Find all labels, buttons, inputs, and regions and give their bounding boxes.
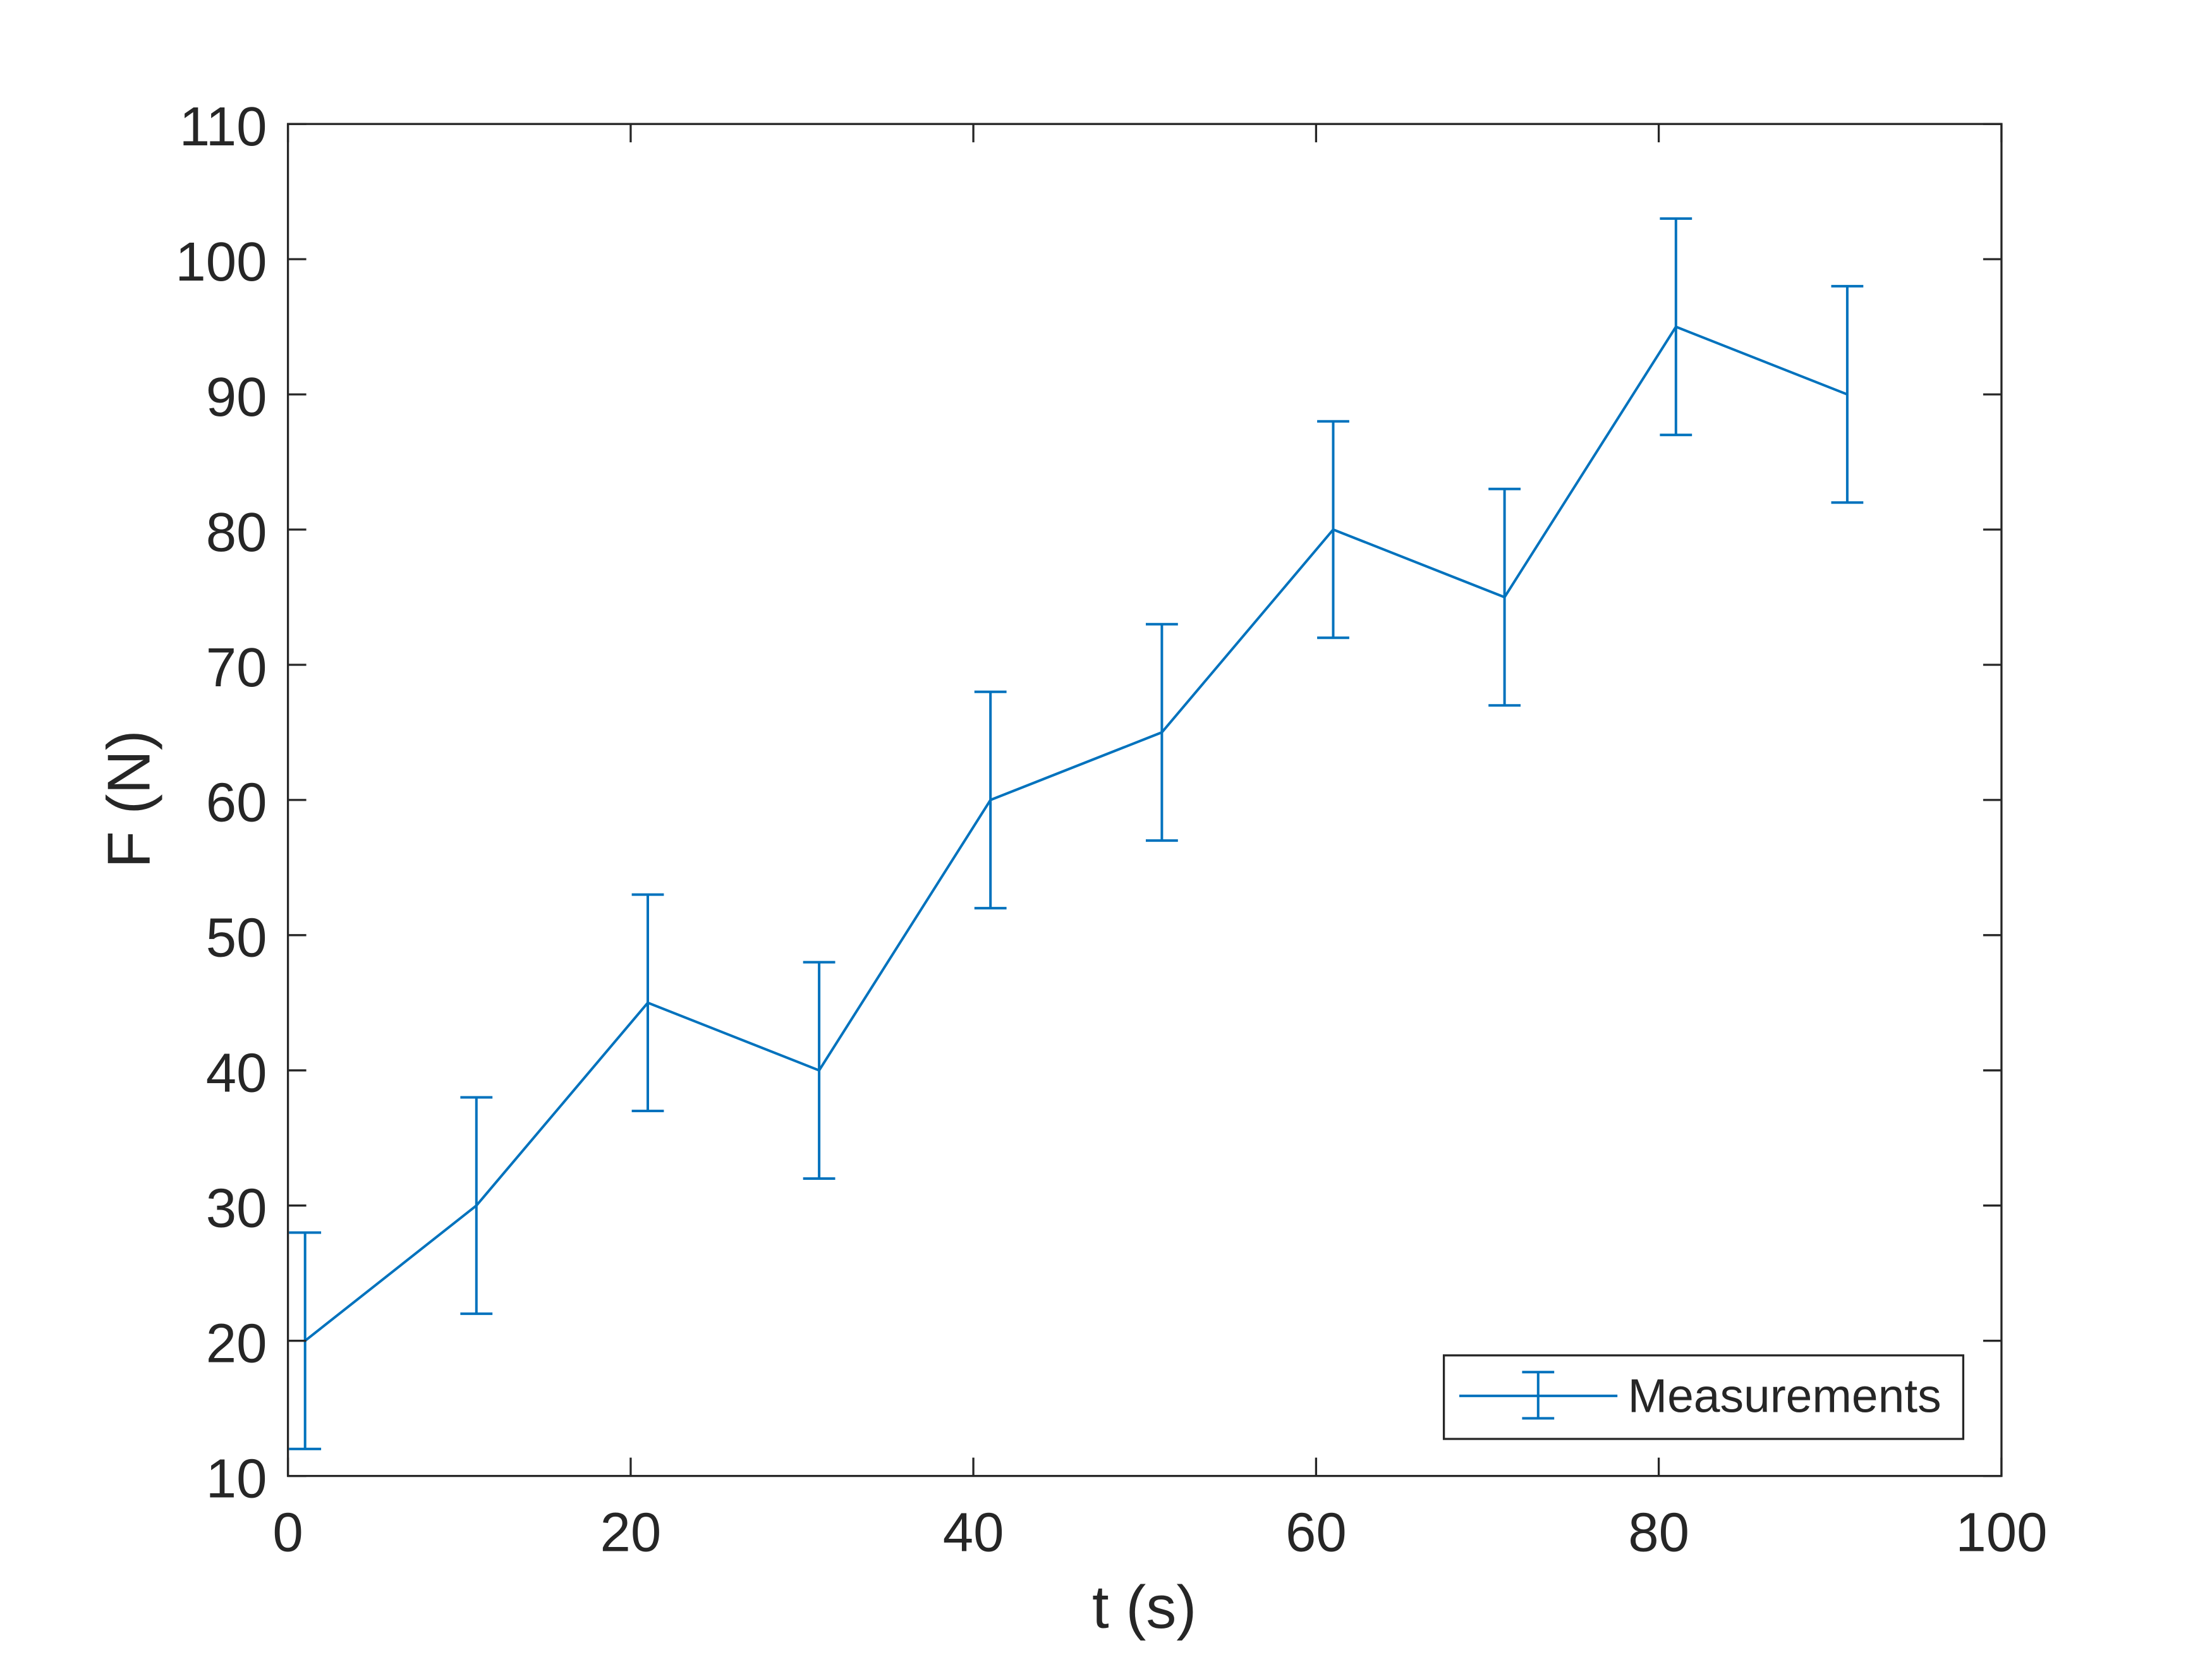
svg-text:60: 60: [206, 772, 267, 834]
svg-text:10: 10: [206, 1448, 267, 1509]
svg-text:100: 100: [1955, 1501, 2047, 1563]
svg-text:Measurements: Measurements: [1628, 1369, 1942, 1422]
svg-text:20: 20: [600, 1501, 662, 1563]
svg-text:70: 70: [206, 637, 267, 698]
svg-text:80: 80: [1628, 1501, 1689, 1563]
svg-text:90: 90: [206, 367, 267, 428]
svg-text:100: 100: [175, 231, 267, 293]
svg-text:40: 40: [206, 1043, 267, 1104]
svg-text:80: 80: [206, 502, 267, 563]
svg-text:F (N): F (N): [95, 730, 163, 868]
svg-text:20: 20: [206, 1313, 267, 1374]
svg-text:60: 60: [1285, 1501, 1347, 1563]
svg-text:50: 50: [206, 907, 267, 969]
svg-text:0: 0: [272, 1501, 303, 1563]
svg-text:40: 40: [943, 1501, 1004, 1563]
svg-text:110: 110: [179, 96, 267, 157]
svg-text:t (s): t (s): [1092, 1574, 1196, 1641]
svg-text:30: 30: [206, 1178, 267, 1239]
